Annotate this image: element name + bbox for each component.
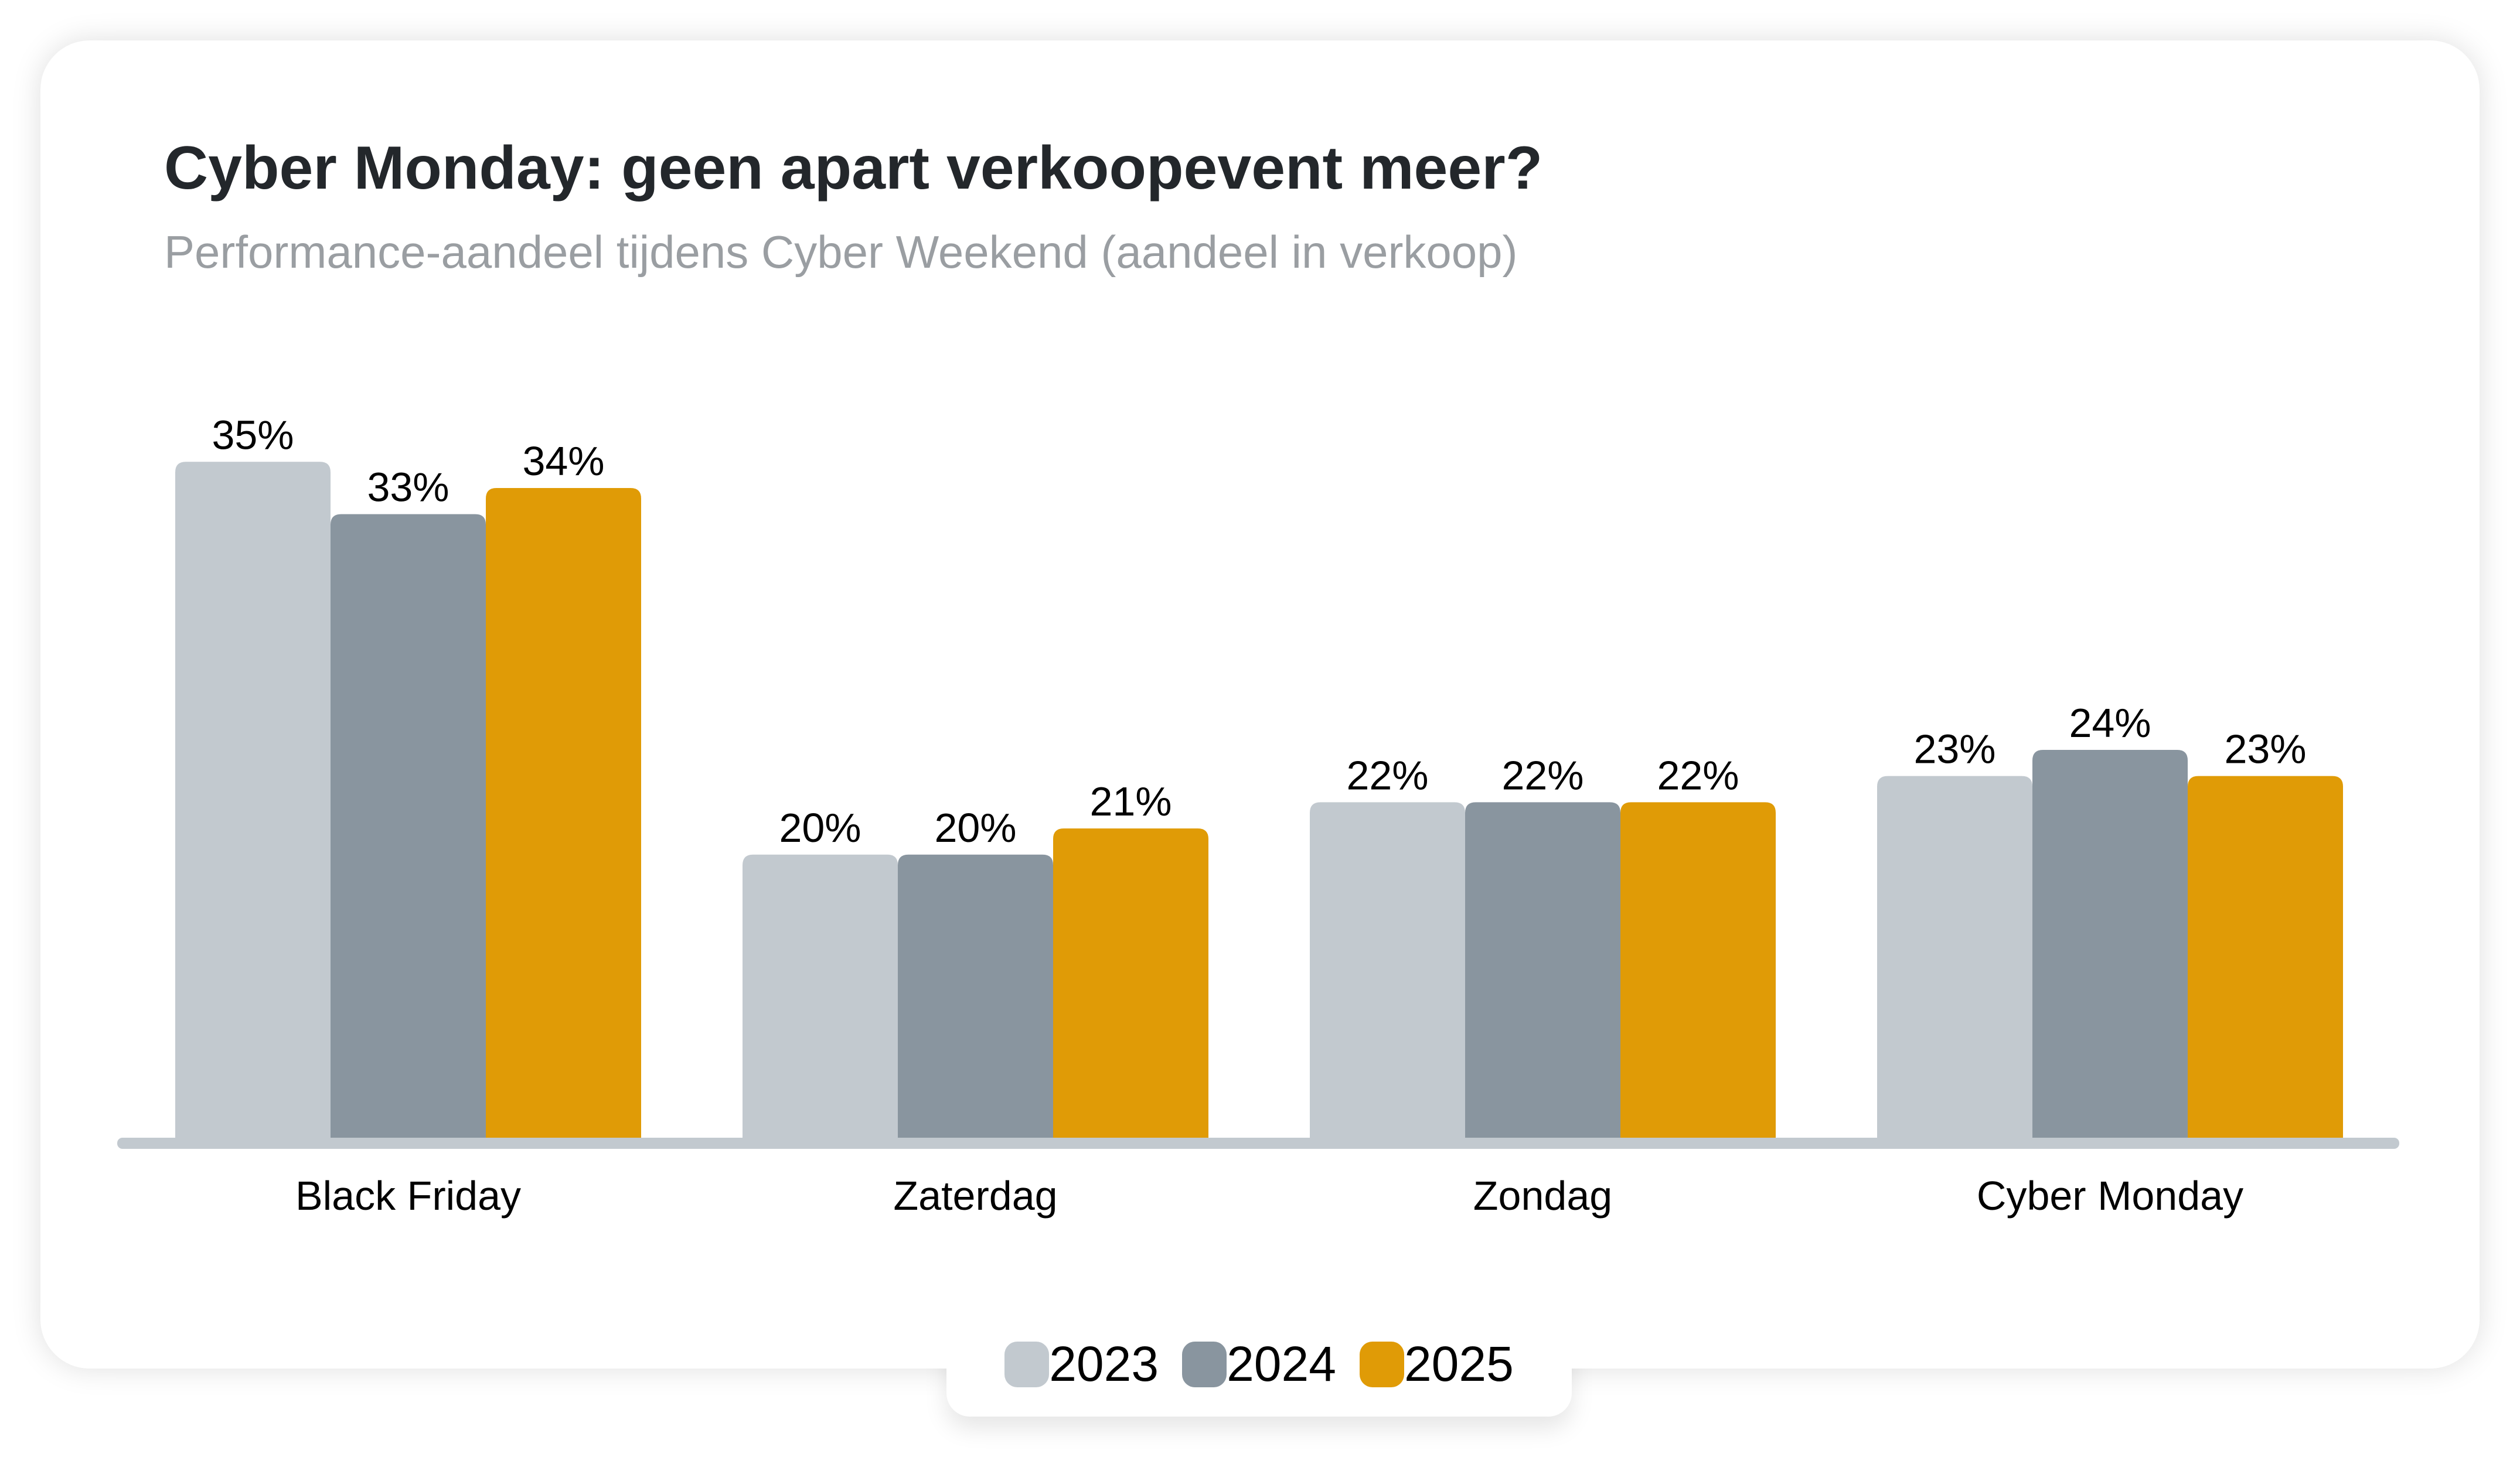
chart-title: Cyber Monday: geen apart verkoopevent me… <box>164 134 1543 202</box>
bar-2024-zaterdag <box>898 854 1053 1140</box>
data-label: 34% <box>522 438 604 484</box>
legend-swatch <box>1359 1341 1404 1387</box>
legend: 2023 2024 2025 <box>946 1336 1572 1393</box>
legend-label: 2024 <box>1227 1336 1336 1391</box>
x-tick-label: Cyber Monday <box>1977 1173 2243 1219</box>
data-label: 20% <box>779 805 861 851</box>
x-tick-label: Zondag <box>1473 1173 1612 1219</box>
data-label: 24% <box>2069 700 2151 746</box>
data-label: 20% <box>934 805 1016 851</box>
data-label: 23% <box>2224 726 2306 772</box>
legend-swatch <box>1004 1341 1050 1387</box>
card-bottom <box>40 1289 2480 1369</box>
chart-subtitle: Performance-aandeel tijdens Cyber Weeken… <box>164 226 1518 278</box>
bar-2023-black-friday <box>175 462 331 1140</box>
data-label: 22% <box>1501 752 1583 798</box>
bar-2025-black-friday <box>486 487 641 1140</box>
x-axis-line <box>117 1138 2399 1149</box>
x-tick-label: Zaterdag <box>893 1173 1057 1219</box>
bar-2023-zondag <box>1310 802 1465 1140</box>
data-label: 22% <box>1346 752 1428 798</box>
data-label: 35% <box>212 412 294 458</box>
legend-label: 2023 <box>1049 1336 1159 1391</box>
bar-2025-zondag <box>1620 802 1776 1140</box>
data-label: 33% <box>367 465 449 510</box>
legend-item-2023: 2023 <box>1004 1336 1159 1393</box>
bar-2024-cyber-monday <box>2032 749 2188 1140</box>
legend-swatch <box>1182 1341 1227 1387</box>
legend-label: 2025 <box>1404 1336 1514 1391</box>
bar-2025-zaterdag <box>1053 828 1208 1140</box>
bar-2023-zaterdag <box>743 854 898 1140</box>
x-tick-label: Black Friday <box>295 1173 521 1219</box>
data-label: 21% <box>1089 779 1172 824</box>
bar-2023-cyber-monday <box>1877 776 2032 1140</box>
bar-2024-black-friday <box>331 514 486 1141</box>
legend-item-2025: 2025 <box>1359 1336 1514 1393</box>
bar-2024-zondag <box>1465 802 1620 1140</box>
bar-2025-cyber-monday <box>2188 776 2343 1140</box>
legend-item-2024: 2024 <box>1182 1336 1336 1393</box>
data-label: 22% <box>1657 752 1739 798</box>
data-label: 23% <box>1913 726 1995 772</box>
